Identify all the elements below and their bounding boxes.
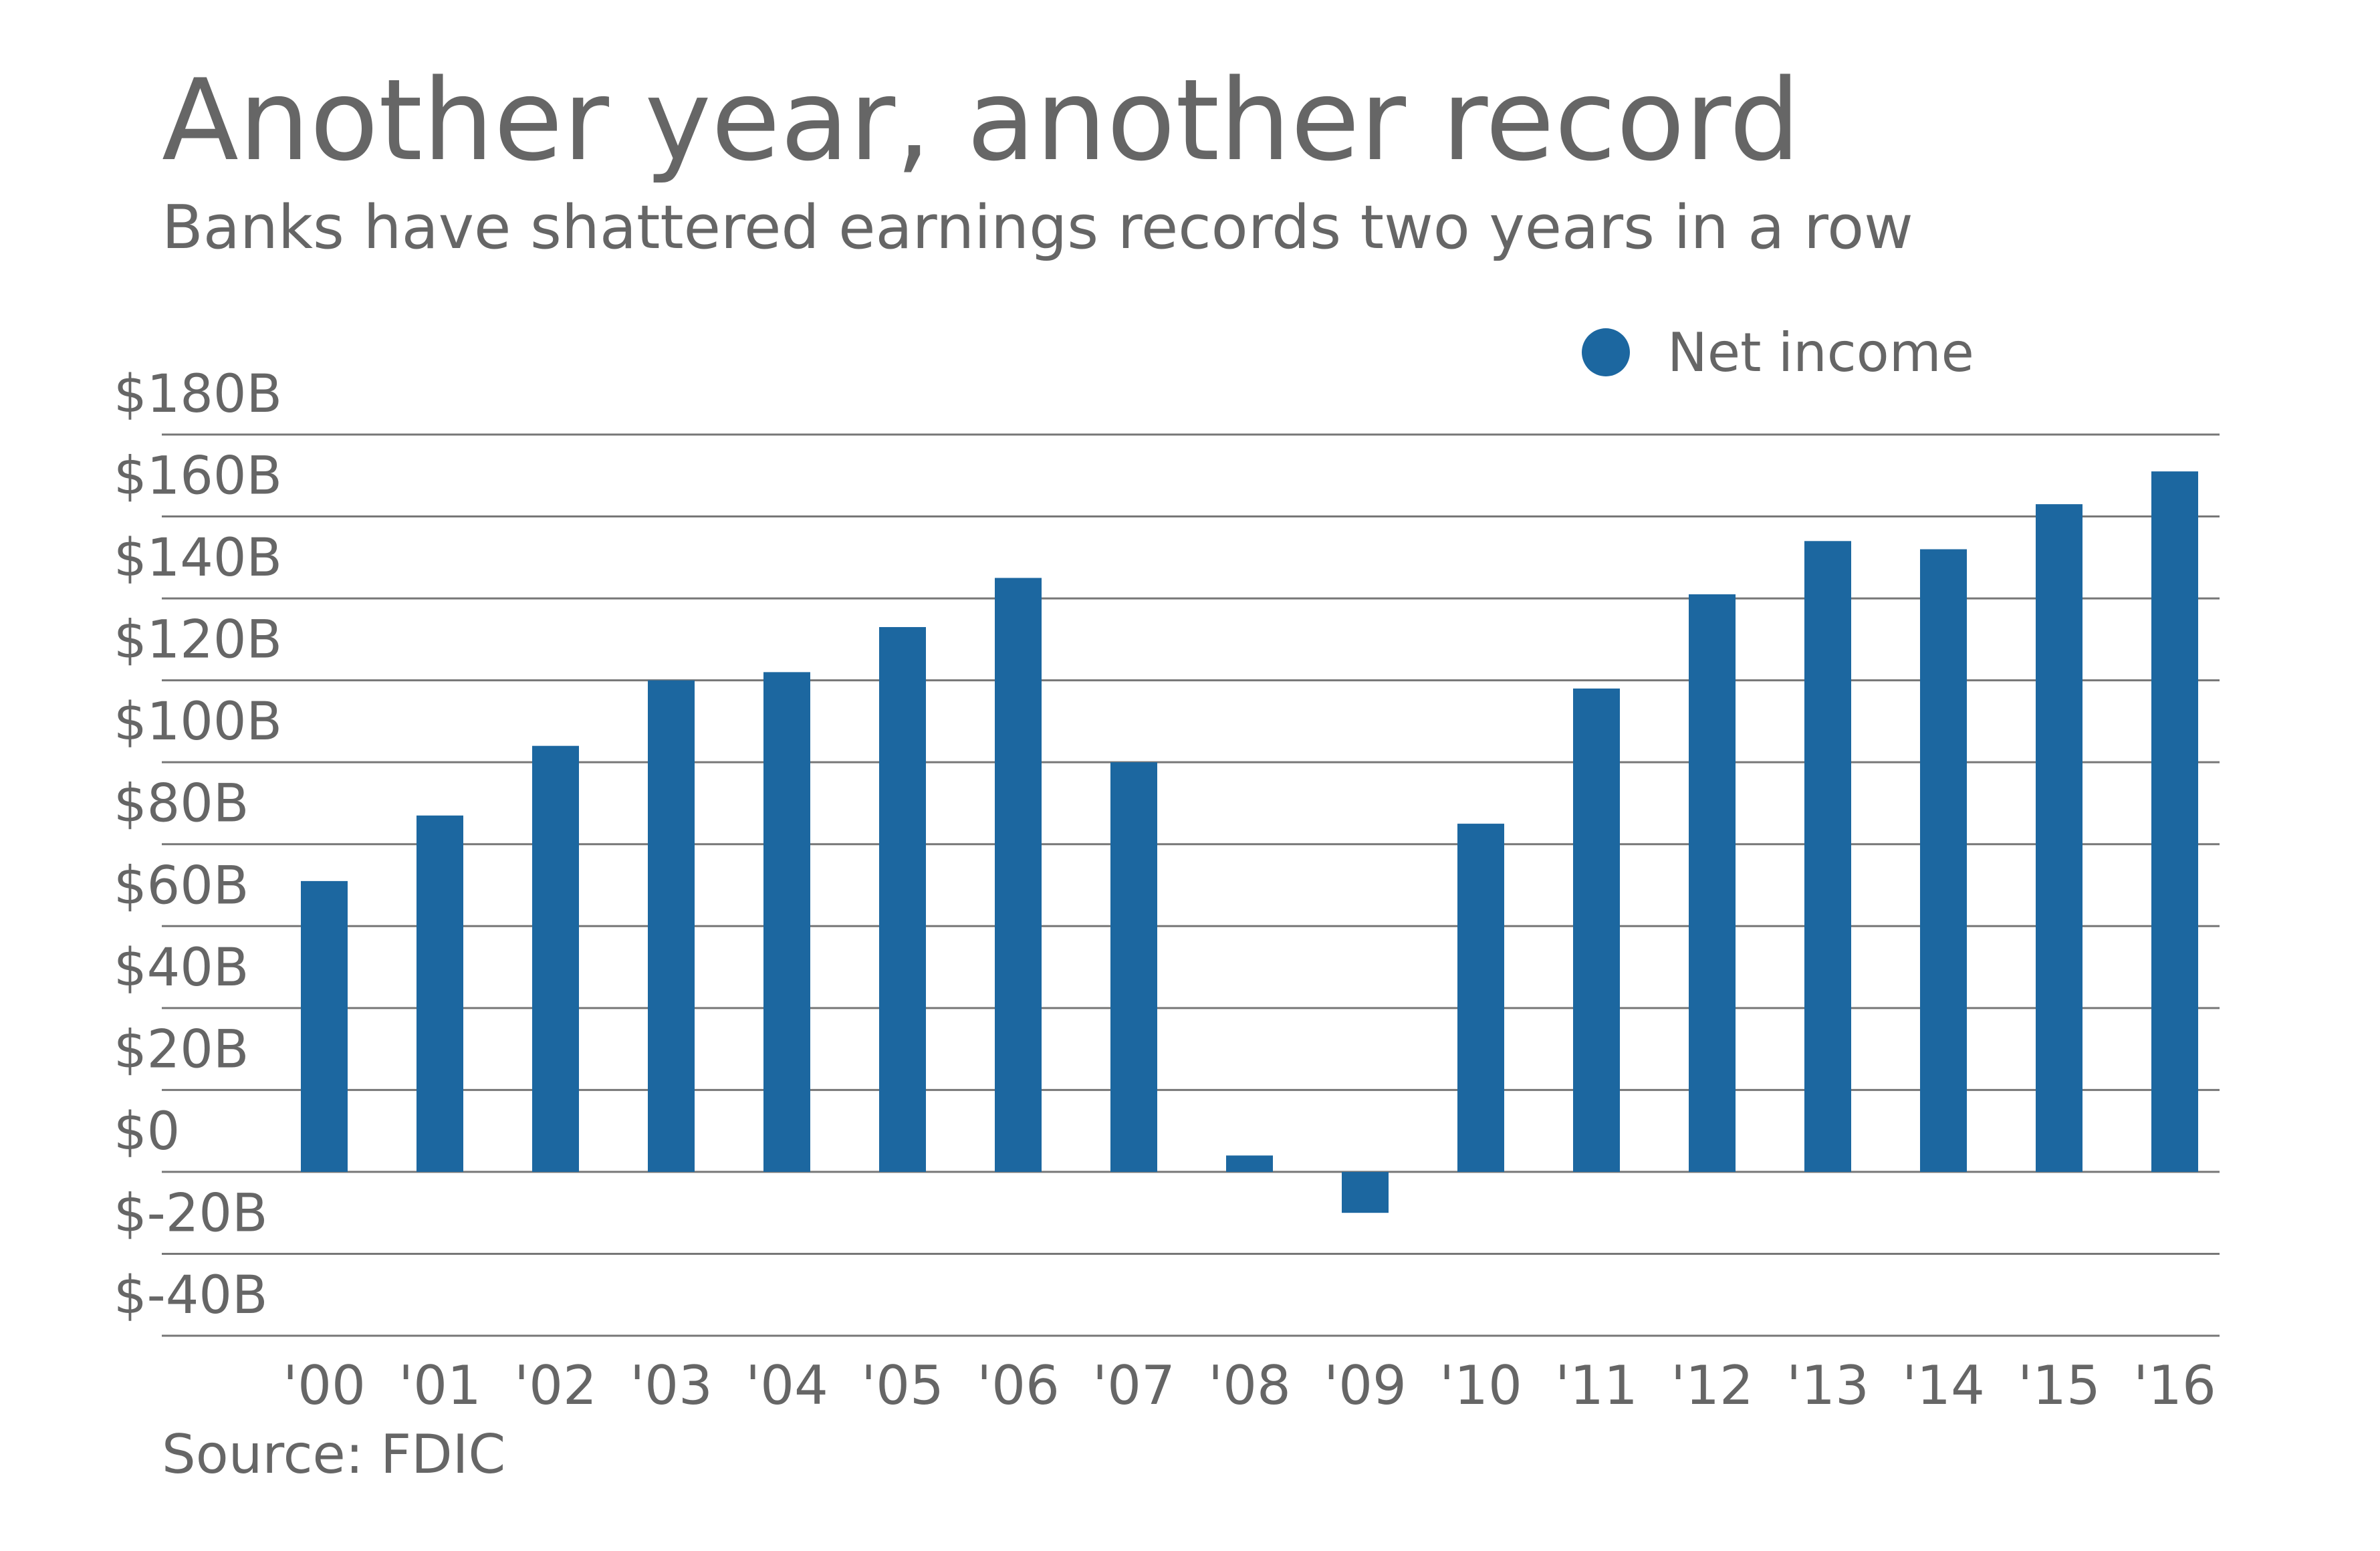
x-tick-label: '14 [1902,1354,1985,1417]
bar-14 [1920,549,1967,1172]
x-tick-label: '03 [630,1354,713,1417]
x-tick-label: '02 [514,1354,597,1417]
y-tick-label: $120B [114,610,282,671]
x-tick-label: '09 [1324,1354,1407,1417]
x-tick-label: '07 [1092,1354,1175,1417]
y-tick-label: $-40B [114,1266,268,1326]
x-tick-label: '11 [1555,1354,1638,1417]
y-tick-label: $0 [114,1102,180,1162]
x-tick-label: '01 [398,1354,481,1417]
x-tick-label: '00 [283,1354,366,1417]
bar-00 [301,880,348,1172]
y-tick-label: $180B [114,364,282,425]
y-axis-labels: $-40B $-20B $0 $20B $40B $60B $80B $100B $120B $1… [114,364,282,1326]
x-tick-label: '05 [861,1354,944,1417]
bar-12 [1689,594,1736,1172]
y-tick-label: $140B [114,528,282,588]
legend-label: Net income [1667,321,1974,384]
bar-06 [995,578,1042,1172]
y-tick-label: $20B [114,1020,249,1080]
y-tick-label: $-20B [114,1183,268,1243]
bar-04 [763,672,810,1172]
x-tick-label: '13 [1786,1354,1869,1417]
bar-16 [2151,471,2198,1172]
x-tick-label: '15 [2018,1354,2101,1417]
bar-08 [1226,1155,1273,1172]
legend-marker [1582,328,1630,376]
bar-11 [1573,688,1620,1172]
bar-05 [879,626,926,1172]
bar-15 [2036,504,2082,1172]
source-note: Source: FDIC [162,1423,506,1485]
chart-subtitle: Banks have shattered earnings records tw… [162,193,1913,263]
x-axis-labels: '00 '01 '02 '03 '04 '05 '06 '07 '08 '09 '10 '11 '12 '… [283,1354,2216,1417]
bar-13 [1804,541,1851,1172]
bar-09 [1342,1171,1389,1213]
gridlines [162,433,2220,1337]
bar-02 [532,745,579,1172]
x-tick-label: '16 [2133,1354,2216,1417]
x-tick-label: '04 [745,1354,828,1417]
x-tick-label: '10 [1439,1354,1522,1417]
y-tick-label: $160B [114,447,282,507]
chart-title: Another year, another record [162,55,1801,186]
x-tick-label: '08 [1208,1354,1291,1417]
bar-10 [1457,824,1504,1172]
bar-01 [416,815,463,1172]
bar-07 [1110,762,1157,1172]
legend: Net income [1582,316,1974,389]
y-tick-label: $100B [114,692,282,752]
bars [301,471,2198,1213]
y-tick-label: $80B [114,774,249,834]
bar-03 [648,680,695,1172]
y-tick-label: $40B [114,938,249,998]
y-tick-label: $60B [114,856,249,916]
x-tick-label: '12 [1671,1354,1754,1417]
x-tick-label: '06 [977,1354,1060,1417]
